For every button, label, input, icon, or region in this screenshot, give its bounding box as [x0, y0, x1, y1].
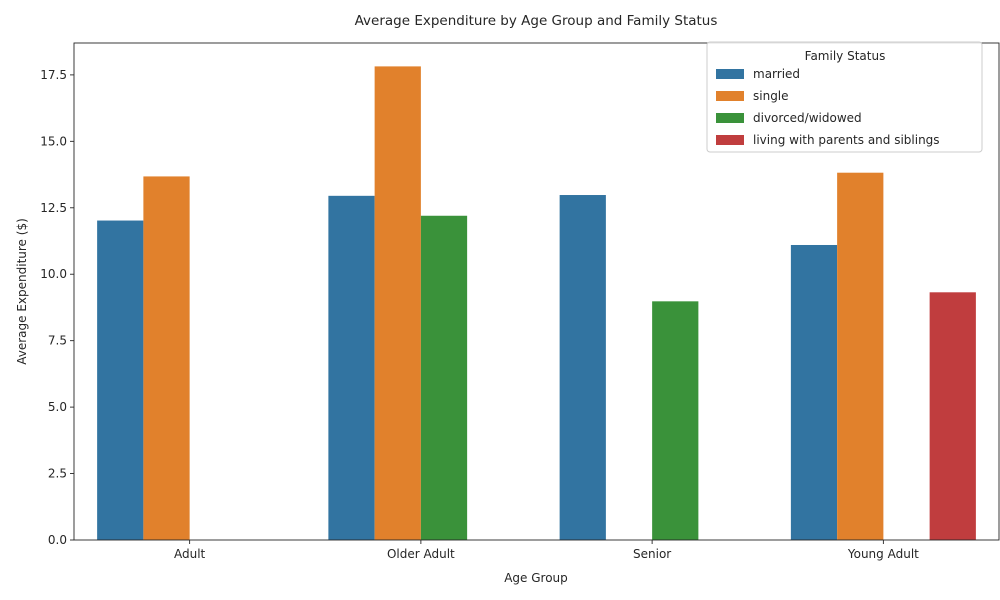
bar-living-with-parents-and-siblings-young-adult [929, 292, 976, 540]
x-axis-label: Age Group [504, 571, 568, 585]
y-tick-label: 17.5 [40, 68, 67, 82]
legend-entry: single [753, 89, 789, 103]
bar-married-senior [559, 195, 606, 540]
x-axis: Adult Older Adult Senior Young Adult [174, 540, 919, 561]
y-tick-label: 5.0 [48, 400, 67, 414]
y-axis: 0.0 2.5 5.0 7.5 10.0 12.5 15.0 17.5 [40, 68, 74, 547]
y-tick-label: 12.5 [40, 201, 67, 215]
chart-title: Average Expenditure by Age Group and Fam… [355, 13, 718, 29]
y-tick-label: 0.0 [48, 533, 67, 547]
legend-swatch [716, 135, 744, 145]
legend-swatch [716, 91, 744, 101]
bar-divorced-widowed-older-adult [420, 215, 468, 540]
legend-swatch [716, 113, 744, 123]
legend-title: Family Status [805, 49, 886, 63]
plot-area: 0.0 2.5 5.0 7.5 10.0 12.5 15.0 17.5 Adult Older … [40, 42, 1000, 561]
x-tick-label: Older Adult [387, 547, 455, 561]
legend-box [706, 41, 983, 153]
bar-married-young-adult [790, 244, 838, 541]
y-tick-label: 15.0 [40, 134, 67, 148]
bar-single-young-adult [837, 172, 884, 540]
legend-entry: divorced/widowed [753, 111, 862, 125]
bar-divorced-widowed-senior [652, 301, 699, 540]
y-axis-label: Average Expenditure ($) [15, 218, 29, 365]
y-tick-label: 7.5 [48, 334, 67, 348]
bar-single-older-adult [374, 66, 421, 540]
plot-frame [73, 42, 1000, 541]
x-tick-label: Adult [174, 547, 206, 561]
bars-group [97, 66, 976, 541]
legend-entry: married [753, 67, 800, 81]
y-tick-label: 10.0 [40, 267, 67, 281]
legend-entry: living with parents and siblings [753, 133, 940, 147]
bar-single-adult [143, 176, 190, 541]
legend: Family Status married single divorced/wido… [706, 41, 983, 153]
legend-items: married single divorced/widowed living with… [716, 67, 940, 147]
bar-married-adult [97, 220, 144, 541]
legend-swatch [716, 69, 744, 79]
y-tick-label: 2.5 [48, 467, 67, 481]
x-tick-label: Young Adult [847, 547, 919, 561]
x-tick-label: Senior [633, 547, 671, 561]
bar-married-older-adult [328, 195, 375, 540]
